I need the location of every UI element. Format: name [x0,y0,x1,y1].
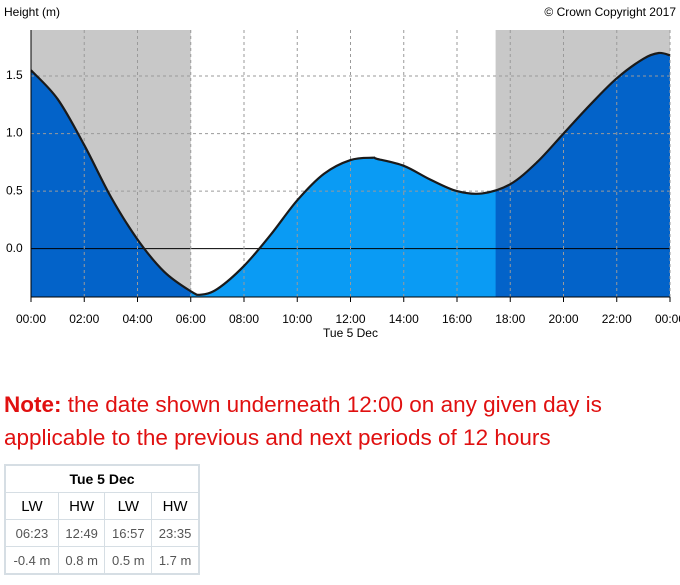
x-tick-label: 04:00 [122,312,152,326]
copyright: © Crown Copyright 2017 [544,5,676,19]
y-tick-label: 1.5 [6,68,23,82]
x-tick-label: 02:00 [69,312,99,326]
cell: LW [4,492,59,520]
cell: 16:57 [104,519,153,547]
x-axis-title: Tue 5 Dec [323,326,378,340]
x-tick-label: 18:00 [495,312,525,326]
y-tick-label: 0.0 [6,241,23,255]
cell: HW [151,492,200,520]
x-tick-label: 16:00 [442,312,472,326]
chart: 0.0 0.5 1.0 1.5 00:00 02:00 04:00 06:00 08:00 10:… [4,5,680,340]
x-tick-label: 12:00 [335,312,365,326]
cell: LW [104,492,153,520]
note: Note: the date shown underneath 12:00 on… [4,388,676,454]
tide-table: Tue 5 Dec LW HW LW HW 06:23 12:49 16:57 23:35 … [4,464,200,575]
cell: 06:23 [4,519,59,547]
x-tick-label: 10:00 [282,312,312,326]
y-axis-title: Height (m) [4,5,60,19]
cell: -0.4 m [4,546,59,575]
x-tick-label: 06:00 [176,312,206,326]
note-label: Note: [4,392,62,417]
x-tick-label: 08:00 [229,312,259,326]
tide-line [30,51,671,296]
x-tick-label: 00:00 [16,312,46,326]
cell: 12:49 [57,519,106,547]
note-text: the date shown underneath 12:00 on any g… [4,392,602,450]
y-tick-label: 0.5 [6,183,23,197]
cell: 0.5 m [104,546,153,575]
x-tick-label: 14:00 [389,312,419,326]
cell: HW [57,492,106,520]
cell: 0.8 m [57,546,106,575]
x-tick-label: 00:00 [655,312,680,326]
table-title: Tue 5 Dec [4,464,200,493]
x-tick-label: 22:00 [602,312,632,326]
x-tick-label: 20:00 [548,312,578,326]
y-tick-label: 1.0 [6,126,23,140]
cell: 23:35 [151,519,200,547]
cell: 1.7 m [151,546,200,575]
